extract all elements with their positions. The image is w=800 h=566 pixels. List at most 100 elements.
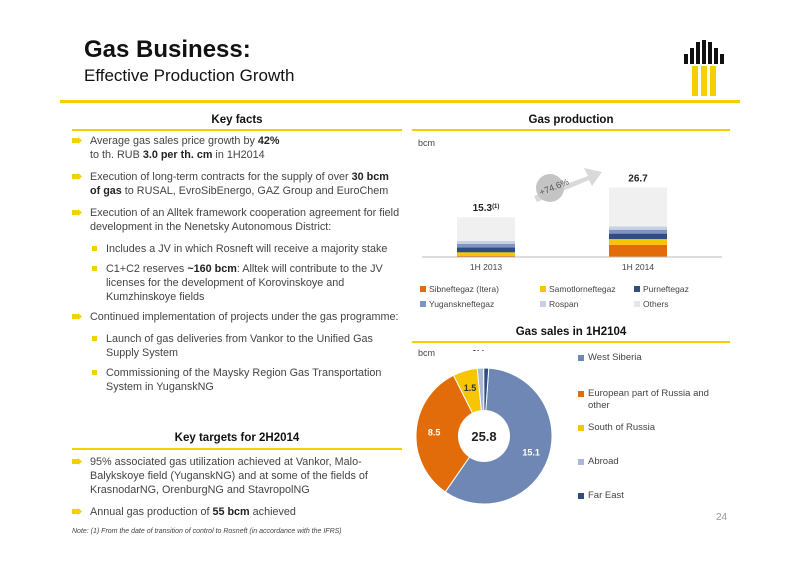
legend-label: Samotlorneftegaz [549, 284, 616, 294]
bar-segment [609, 226, 667, 230]
legend-swatch [634, 301, 640, 307]
legend-entry: Samotlorneftegaz [540, 284, 616, 294]
legend-entry: Yuganskneftegaz [420, 299, 494, 309]
production-unit-label: bcm [418, 138, 436, 148]
key-facts-underline [72, 129, 402, 131]
slice-value-label: 0.3 [484, 350, 497, 351]
key-targets-underline [72, 448, 402, 450]
bullet-arrow-icon [72, 137, 82, 144]
bar-segment [457, 217, 515, 241]
sub-list-item: C1+C2 reserves ~160 bcm: Alltek will con… [72, 262, 402, 304]
bar-segment [457, 255, 515, 257]
bullet-arrow-icon [72, 313, 82, 320]
legend-entry: Abroad [578, 456, 718, 468]
footnote: Note: (1) From the date of transition of… [72, 528, 342, 535]
legend-entry: Rospan [540, 299, 578, 309]
bar-segment [609, 244, 667, 257]
bullet-square-icon [92, 266, 97, 271]
legend-label: Far East [588, 490, 624, 501]
legend-entry: Purneftegaz [634, 284, 689, 294]
legend-entry: Others [634, 299, 669, 309]
list-item: Continued implementation of projects und… [72, 310, 402, 324]
list-item: 95% associated gas utilization achieved … [72, 455, 402, 497]
bar-segment [457, 243, 515, 248]
key-targets-heading: Key targets for 2H2014 [174, 432, 300, 444]
legend-swatch [420, 301, 426, 307]
legend-label: Abroad [588, 456, 619, 467]
legend-label: South of Russia [588, 422, 656, 433]
key-facts-heading: Key facts [211, 114, 263, 126]
donut-hole [458, 410, 510, 462]
gas-production-legend: Sibneftegaz (Itera) Samotlorneftegaz Purne… [412, 284, 730, 314]
sales-unit-label: bcm [418, 348, 436, 358]
gas-sales-heading: Gas sales in 1H2104 [515, 326, 627, 338]
bullet-arrow-icon [72, 209, 82, 216]
legend-swatch [578, 391, 584, 397]
bar-segment [457, 247, 515, 253]
page-title: Gas Business: [84, 36, 251, 63]
sub-list-item: Commissioning of the Maysky Region Gas T… [72, 366, 402, 394]
gas-production-underline [412, 129, 730, 131]
growth-arrow: +74.6% [534, 168, 602, 202]
legend-label: European part of Russia and other [588, 388, 709, 411]
legend-swatch [540, 286, 546, 292]
bar-segment [457, 252, 515, 256]
legend-swatch [634, 286, 640, 292]
legend-label: Others [643, 299, 669, 309]
list-item: Average gas sales price growth by 42% to… [72, 134, 402, 162]
bullet-square-icon [92, 246, 97, 251]
legend-entry: South of Russia [578, 422, 718, 434]
legend-entry: European part of Russia and other [578, 388, 718, 412]
legend-label: Yuganskneftegaz [429, 299, 495, 309]
legend-entry: West Siberia [578, 352, 718, 364]
bullet-arrow-icon [72, 458, 82, 465]
key-facts-list: Average gas sales price growth by 42% to… [72, 134, 402, 400]
slice-value-label: 1.5 [464, 383, 477, 393]
pie-slice [415, 374, 485, 493]
legend-swatch [578, 425, 584, 431]
key-targets-list: 95% associated gas utilization achieved … [72, 455, 402, 527]
growth-circle [536, 174, 564, 202]
slice-value-label: 0.4 [472, 350, 485, 353]
gas-sales-chart: 25.8 15.1 8.5 1.5 0.40.3 [415, 350, 553, 505]
legend-swatch [578, 355, 584, 361]
legend-label: West Siberia [588, 352, 642, 363]
legend-entry: Sibneftegaz (Itera) [420, 284, 499, 294]
page-number: 24 [716, 512, 728, 523]
bullet-arrow-icon [72, 173, 82, 180]
legend-label: Rospan [549, 299, 579, 309]
x-tick-label: 1H 2014 [622, 262, 654, 272]
x-tick-label: 1H 2013 [470, 262, 502, 272]
legend-label: Sibneftegaz (Itera) [429, 284, 499, 294]
gas-production-chart: 15.3(1) 26.7 1H 2013 1H 2014 +74.6% [422, 168, 722, 272]
legend-swatch [578, 493, 584, 499]
list-item: Execution of an Alltek framework coopera… [72, 206, 402, 234]
legend-swatch [540, 301, 546, 307]
bar-total-label: 15.3(1) [473, 203, 500, 214]
bar-segment [609, 229, 667, 234]
page-subtitle: Effective Production Growth [84, 66, 295, 85]
gas-production-heading: Gas production [528, 114, 614, 126]
list-item: Annual gas production of 55 bcm achieved [72, 505, 402, 519]
list-item: Execution of long-term contracts for the… [72, 170, 402, 198]
rosneft-logo-icon [684, 40, 724, 96]
bullet-arrow-icon [72, 508, 82, 515]
bar-segment [609, 187, 667, 227]
slice-value-label: 15.1 [522, 448, 540, 458]
bar-segment [457, 240, 515, 244]
legend-swatch [578, 459, 584, 465]
gas-sales-underline [412, 341, 730, 343]
bar-total-label: 26.7 [628, 174, 648, 185]
donut-total-label: 25.8 [471, 429, 496, 444]
sub-list-item: Launch of gas deliveries from Vankor to … [72, 332, 402, 360]
sub-list-item: Includes a JV in which Rosneft will rece… [72, 242, 402, 256]
header-divider [60, 100, 740, 103]
bar-segment [609, 239, 667, 245]
bullet-square-icon [92, 336, 97, 341]
bar-segment [609, 233, 667, 240]
legend-swatch [420, 286, 426, 292]
slice-value-label: 8.5 [428, 428, 441, 438]
legend-entry: Far East [578, 490, 718, 502]
legend-label: Purneftegaz [643, 284, 689, 294]
bullet-square-icon [92, 370, 97, 375]
